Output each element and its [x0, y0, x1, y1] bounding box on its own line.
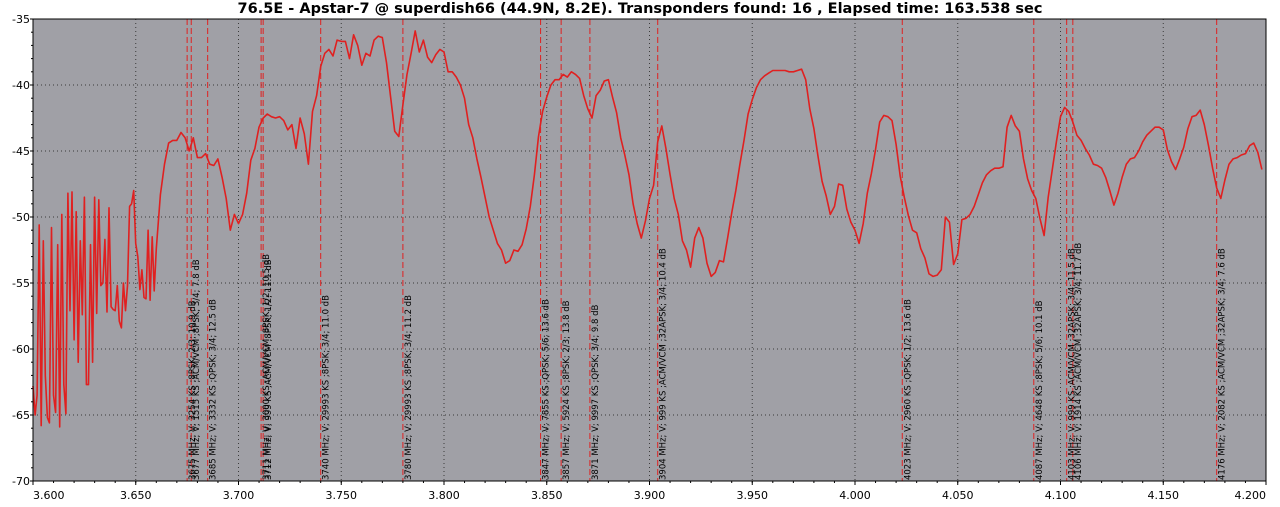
transponder-label: 3847 MHz; V; 7855 KS ;QPSK; 5/6; 13.6 dB	[542, 299, 552, 480]
x-tick-label: 3.850	[531, 489, 563, 502]
transponder-label: 3871 MHz; V; 9997 KS ;QPSK; 3/4; 9.8 dB	[591, 304, 601, 480]
x-tick-label: 4.000	[839, 489, 871, 502]
transponder-label: 3675 MHz; V; 3254 KS ;8PSK; 2/3; 10.9 dB	[188, 300, 198, 480]
transponder-label: 4087 MHz; V; 4648 KS ;8PSK; 5/6; 10.1 dB	[1035, 300, 1045, 480]
transponder-label: 4106 MHz; V; 1914 KS ;ACM/VCM ;32APSK; 3…	[1074, 243, 1084, 480]
y-tick-label: -45	[12, 145, 30, 158]
transponder-label: 3685 MHz; V; 3332 KS ;QPSK; 3/4; 12.5 dB	[209, 299, 219, 480]
transponder-label: 4176 MHz; V; 2082 KS ;ACM/VCM ;32APSK; 3…	[1218, 248, 1228, 480]
spectrum-line	[32, 30, 1263, 428]
y-tick-label: -55	[12, 277, 30, 290]
transponder-label: 3712 MHz; V; 999 KS ;ACM/VCM ;8PSK; 1/2;…	[264, 259, 274, 480]
chart-title: 76.5E - Apstar-7 @ superdish66 (44.9N, 8…	[237, 1, 1043, 17]
plot-border	[32, 18, 1267, 482]
x-tick-label: 4.100	[1045, 489, 1077, 502]
y-tick-label: -60	[12, 343, 30, 356]
x-tick-label: 3.650	[120, 489, 152, 502]
x-tick-label: 3.900	[634, 489, 666, 502]
transponder-label: 4103 MHz; V; 999 KS ;ACM/VCM ;32APSK; 3/…	[1068, 248, 1078, 480]
transponder-label: 3740 MHz; V; 29993 KS ;8PSK; 3/4; 11.0 d…	[322, 295, 332, 480]
x-tick-label: 3.950	[737, 489, 769, 502]
x-tick-label: 3.700	[223, 489, 255, 502]
y-tick-label: -70	[12, 475, 30, 488]
y-tick-label: -50	[12, 211, 30, 224]
x-tick-label: 4.050	[942, 489, 974, 502]
y-tick-label: -40	[12, 79, 30, 92]
y-tick-label: -65	[12, 409, 30, 422]
transponder-label: 4023 MHz; V; 2960 KS ;QPSK; 1/2; 13.6 dB	[903, 299, 913, 480]
transponder-label: 3711 MHz; V; 3000 KS ;ACM/VCM ;8PSK; 1/2…	[262, 254, 272, 480]
x-tick-label: 3.600	[33, 489, 65, 502]
transponder-label: 3677 MHz; V; 1515 KS ;ACM/VCM ;8PSK; 3/4…	[192, 259, 202, 480]
x-tick-label: 3.800	[428, 489, 460, 502]
y-tick-label: -35	[12, 13, 30, 26]
x-tick-label: 4.200	[1235, 489, 1267, 502]
transponder-label: 3857 MHz; V; 5924 KS ;8PSK; 2/3; 13.8 dB	[562, 300, 572, 480]
x-tick-label: 3.750	[326, 489, 358, 502]
transponder-label: 3780 MHz; V; 29993 KS ;8PSK; 3/4; 11.2 d…	[404, 295, 414, 480]
x-tick-label: 4.150	[1148, 489, 1180, 502]
transponder-label: 3904 MHz; V; 999 KS ;ACM/VCM ;32APSK; 3/…	[659, 248, 669, 480]
